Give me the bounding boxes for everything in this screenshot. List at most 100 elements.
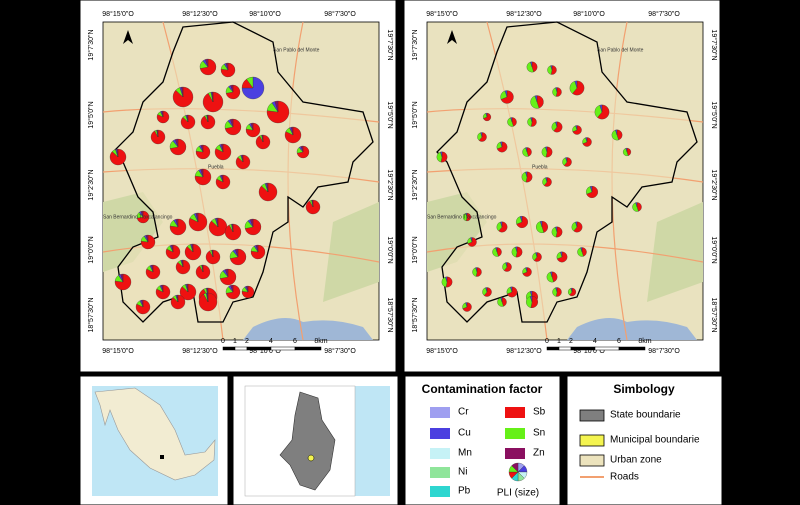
pie (500, 90, 514, 104)
pie (527, 117, 537, 127)
pie-slice (230, 84, 234, 93)
pie (284, 126, 302, 144)
pie-slice (291, 126, 294, 136)
pie-slice (534, 95, 538, 103)
pie (136, 210, 150, 224)
pie (135, 299, 151, 315)
pie-slice (440, 151, 448, 163)
pie-slice (221, 143, 224, 153)
north-arrow (123, 30, 133, 44)
pie (241, 76, 265, 100)
lat-label-right: 19°2'30"N (710, 169, 718, 200)
pie-slice (560, 251, 563, 258)
pie-slice (510, 117, 513, 123)
pie (569, 80, 585, 96)
scale-label: 6 (293, 338, 297, 345)
pie (562, 157, 572, 167)
pie-slice (525, 147, 528, 153)
north-arrow (447, 30, 457, 44)
pie (462, 212, 472, 222)
pie-slice (186, 114, 189, 123)
terrain (427, 192, 703, 302)
pie (170, 294, 186, 310)
pie-slice (120, 273, 124, 283)
pie (502, 262, 512, 272)
pie (516, 215, 528, 228)
scale-label: 4 (593, 338, 597, 345)
pie-slice (145, 234, 149, 243)
pie-slice (525, 171, 533, 183)
pie-slice (525, 171, 528, 178)
scale-label: 1 (233, 338, 237, 345)
lon-label-bottom: 98°7'30"O (648, 347, 680, 355)
lat-label-left: 19°0'0"N (87, 236, 95, 263)
pli-label: PLI (size) (497, 488, 539, 499)
scale-segment (558, 346, 572, 351)
legend-swatch (430, 407, 450, 418)
pie (225, 84, 241, 100)
scale-label: 4 (269, 338, 273, 345)
pie (586, 185, 598, 198)
pie-slice (504, 90, 508, 98)
legend-swatch (430, 467, 450, 478)
pie-slice (200, 168, 204, 178)
pie-slice (545, 146, 548, 153)
lon-label-bottom: 98°12'30"O (506, 347, 542, 355)
legend-title: Contamination factor (422, 382, 543, 396)
pie (594, 104, 610, 120)
pie-slice (116, 148, 119, 158)
pie-slice (175, 138, 179, 148)
lat-label-left: 19°0'0"N (411, 236, 419, 263)
pie-slice (221, 174, 224, 183)
pie-slice (255, 244, 259, 253)
lat-label-left: 19°7'30"N (87, 29, 95, 60)
pie-slice (516, 215, 528, 228)
pie (551, 121, 563, 133)
simbology-swatch (579, 434, 605, 447)
pie-slice (465, 212, 468, 218)
pie-slice (615, 129, 618, 136)
pie-slice (157, 129, 159, 138)
pie-slice (195, 212, 199, 223)
pie-slice (555, 121, 558, 128)
pie-slice (503, 262, 512, 272)
lat-label-left: 19°2'30"N (411, 169, 419, 200)
pie-slice (475, 267, 482, 277)
pie (536, 220, 548, 233)
pie-slice (161, 284, 164, 293)
pie-slice (525, 267, 528, 273)
pie (542, 177, 552, 187)
pie (552, 87, 562, 97)
pie-slice (216, 217, 219, 228)
pie-slice (198, 292, 218, 312)
lon-label-bottom: 98°15'0"O (426, 347, 458, 355)
pie-slice (485, 112, 488, 118)
pie-slice (586, 185, 598, 198)
pie-slice (569, 287, 577, 297)
pie-slice (533, 252, 542, 262)
lon-label-bottom: 98°12'30"O (182, 347, 218, 355)
pie-slice (498, 221, 508, 233)
pie (150, 129, 166, 145)
pie-slice (495, 247, 498, 253)
pie-slice (556, 251, 568, 263)
pie-slice (611, 129, 619, 141)
legend-label: Sn (533, 428, 545, 439)
pie-slice (530, 117, 537, 127)
scale-label: 0 (545, 338, 549, 345)
scale-segment (618, 346, 646, 351)
pie (568, 287, 577, 297)
scale-segment (594, 346, 620, 351)
legend-swatch (505, 448, 525, 459)
pie (114, 273, 132, 291)
pie (571, 221, 583, 233)
pie (632, 202, 642, 212)
pie (266, 100, 290, 124)
pie-slice (530, 295, 533, 303)
pie-slice (500, 297, 503, 303)
pie-slice (500, 90, 514, 104)
pie (526, 295, 538, 308)
pie-slice (246, 76, 254, 89)
pie (482, 287, 492, 297)
lon-label-top: 98°12'30"O (182, 10, 218, 18)
